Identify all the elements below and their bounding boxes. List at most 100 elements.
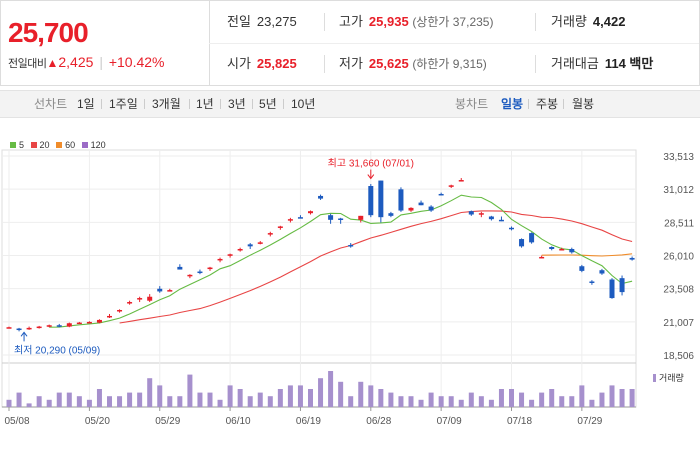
candle-body [358, 215, 364, 220]
plot-frame [1, 149, 637, 408]
volume-bar [217, 399, 223, 407]
candle-body [428, 206, 434, 211]
volume-bar [187, 374, 193, 407]
candle-body [408, 207, 414, 211]
volume-bar [549, 389, 555, 407]
ma60-label: 60 [65, 140, 76, 150]
period-3m[interactable]: 3개월 [152, 97, 181, 111]
volume-bar [408, 396, 414, 407]
candle-body [418, 202, 424, 206]
x-tick-label: 06/10 [226, 416, 251, 427]
volume-bar [519, 392, 525, 407]
candle-monthly[interactable]: 월봉 [572, 97, 595, 111]
candle-body [559, 248, 565, 251]
candle-body [308, 211, 313, 214]
candle-body [6, 327, 12, 329]
candle-body [76, 322, 82, 325]
stat-high: 고가 25,935 (상한가 37,235) [339, 14, 494, 29]
volume-bar [117, 396, 123, 407]
volume-bar [599, 392, 605, 407]
candle-body [448, 185, 454, 187]
volume-bar [137, 392, 143, 407]
candle-body [227, 254, 233, 256]
ma20-line [119, 210, 633, 324]
volume-bar [267, 396, 273, 407]
stat-prev-close: 전일 23,275 [227, 14, 297, 29]
candle-body [287, 219, 293, 221]
candle-body [277, 226, 283, 228]
y-tick-label: 33,513 [663, 152, 694, 163]
ma60-line [541, 253, 633, 257]
volume-bar [398, 396, 404, 407]
candle-body [348, 245, 354, 247]
candle-body [438, 193, 444, 196]
candle-body [147, 296, 153, 301]
volume-bar [458, 399, 464, 407]
high-arrow-head [367, 174, 375, 180]
stat-trade-value: 거래대금 114 백만 [551, 56, 654, 71]
candle-body [157, 288, 163, 292]
candle-body [297, 217, 303, 219]
candle-chart-label: 봉차트 [455, 97, 489, 111]
price-change: 전일대비▲2,425 | +10.42% [8, 54, 165, 70]
volume-bar [56, 392, 62, 407]
candle-body [368, 186, 374, 216]
volume-bar [66, 392, 72, 407]
candle-body [257, 242, 263, 244]
volume-bar [529, 399, 535, 407]
volume-bar [16, 392, 22, 407]
candle-body [86, 321, 92, 324]
candle-body [267, 233, 273, 235]
candle-body [197, 271, 203, 274]
period-10y[interactable]: 10년 [291, 97, 316, 111]
volume-bar [438, 396, 444, 407]
period-5y[interactable]: 5년 [259, 97, 277, 111]
volume-bar [448, 396, 454, 407]
volume-bar [629, 389, 635, 407]
volume-bar [358, 381, 364, 407]
x-tick-label: 06/19 [296, 416, 321, 427]
volume-bar [157, 385, 163, 407]
candle-body [569, 248, 575, 253]
high-annotation: 최고 31,660 (07/01) [328, 158, 414, 170]
ma20-swatch [30, 142, 37, 148]
ma5-label: 5 [19, 140, 25, 150]
volume-bar [348, 396, 354, 407]
candle-body [579, 266, 585, 271]
candle-body [56, 325, 62, 327]
volume-bar [227, 385, 233, 407]
candle-body [207, 267, 213, 270]
volume-bar [509, 389, 514, 407]
candle-body [167, 290, 173, 292]
candle-body [549, 247, 555, 249]
period-1d[interactable]: 1일 [77, 97, 95, 111]
period-3y[interactable]: 3년 [228, 97, 246, 111]
candle-weekly[interactable]: 주봉 [536, 97, 559, 111]
volume-bar [297, 385, 303, 407]
volume-bar [207, 392, 213, 407]
volume-legend-label: 거래량 [659, 372, 684, 383]
volume-bar [197, 392, 203, 407]
volume-bar [478, 396, 484, 407]
x-tick-label: 05/08 [4, 416, 29, 427]
candle-body [599, 270, 605, 274]
volume-bar [559, 396, 565, 407]
period-1y[interactable]: 1년 [196, 97, 214, 111]
candle-daily[interactable]: 일봉 [501, 97, 524, 111]
y-tick-label: 21,007 [663, 318, 694, 329]
y-tick-label: 26,010 [663, 251, 694, 262]
stat-volume: 거래량 4,422 [551, 14, 626, 29]
candle-body [458, 180, 464, 182]
quote-stats: 전일 23,275 고가 25,935 (상한가 37,235) 거래량 4,422 … [209, 1, 699, 85]
candle-body [66, 323, 72, 327]
candle-body [488, 216, 494, 220]
volume-bar [237, 389, 243, 407]
period-1w[interactable]: 1주일 [109, 97, 138, 111]
candle-body [388, 213, 394, 216]
volume-bar [96, 389, 102, 407]
ma60-swatch [56, 142, 63, 148]
candle-body [177, 266, 183, 270]
candle-body [338, 218, 344, 220]
y-tick-label: 28,511 [664, 218, 694, 229]
stat-open: 시가 25,825 [227, 56, 297, 71]
